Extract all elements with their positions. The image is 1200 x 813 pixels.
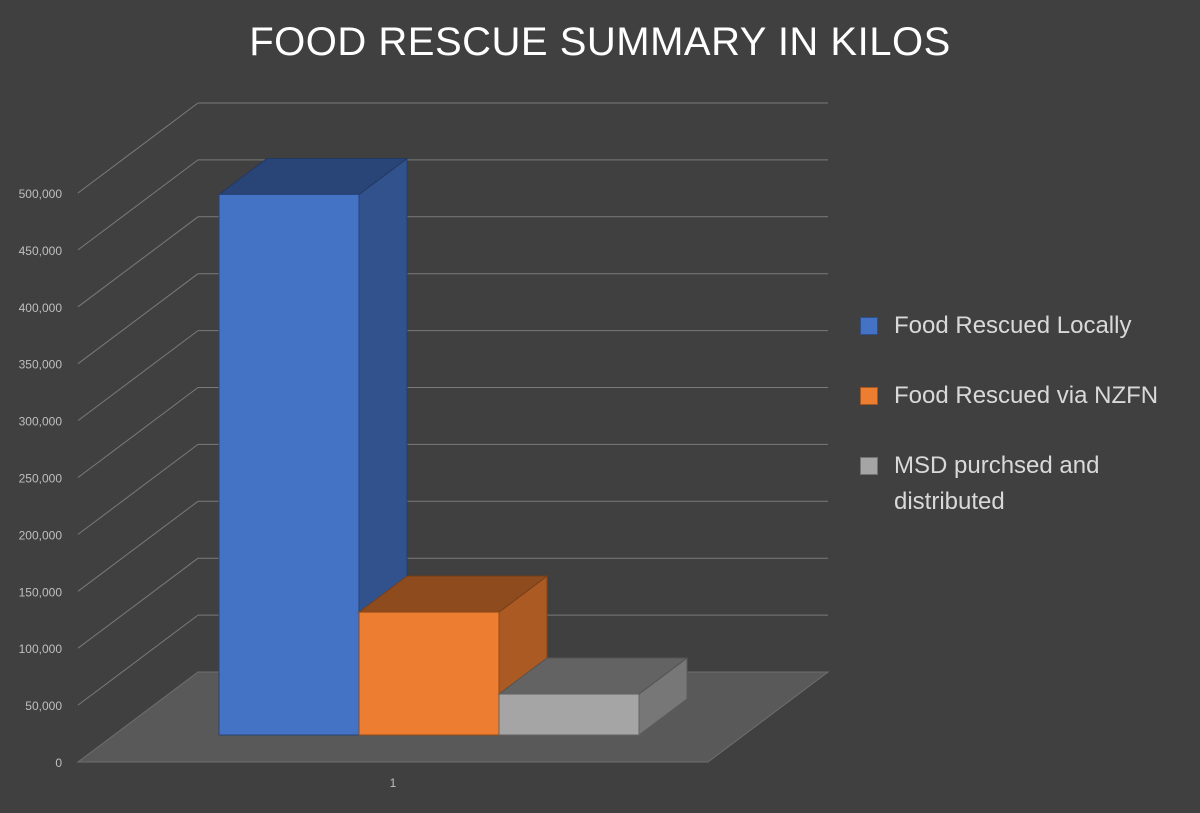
x-tick-label: 1 bbox=[390, 776, 397, 790]
y-tick-label: 150,000 bbox=[19, 585, 63, 599]
gridline-diagonal bbox=[77, 159, 199, 251]
gridline-diagonal bbox=[77, 102, 199, 194]
bar-front-1 bbox=[358, 611, 500, 736]
legend-label-locally: Food Rescued Locally bbox=[894, 312, 1132, 339]
legend-swatch-msd bbox=[860, 457, 878, 475]
legend-label-nzfn: Food Rescued via NZFN bbox=[894, 382, 1159, 409]
legend-label-msd: MSD purchsed and distributed bbox=[894, 452, 1100, 515]
gridline-diagonal bbox=[77, 500, 199, 592]
y-tick-label: 0 bbox=[55, 756, 62, 770]
bar-front-0 bbox=[218, 193, 360, 736]
legend-item-locally: Food Rescued Locally bbox=[860, 310, 1180, 344]
gridline-diagonal bbox=[77, 330, 199, 422]
legend-item-nzfn: Food Rescued via NZFN bbox=[860, 380, 1180, 414]
y-tick-label: 100,000 bbox=[19, 642, 63, 656]
gridline-diagonal bbox=[77, 557, 199, 649]
gridline-diagonal bbox=[77, 216, 199, 308]
legend-item-msd: MSD purchsed and distributed bbox=[860, 450, 1180, 520]
y-tick-label: 300,000 bbox=[19, 415, 63, 429]
y-tick-label: 350,000 bbox=[19, 358, 63, 372]
legend-swatch-nzfn bbox=[860, 387, 878, 405]
gridline-diagonal bbox=[77, 614, 199, 706]
gridline-diagonal bbox=[77, 387, 199, 478]
chart-title: FOOD RESCUE SUMMARY IN KILOS bbox=[249, 20, 951, 64]
y-tick-label: 450,000 bbox=[19, 244, 63, 258]
gridline-diagonal bbox=[77, 443, 199, 535]
y-tick-label: 200,000 bbox=[19, 528, 63, 542]
gridline-diagonal bbox=[77, 273, 199, 365]
chart-legend: Food Rescued Locally Food Rescued via NZ… bbox=[860, 310, 1180, 556]
y-tick-label: 500,000 bbox=[19, 187, 63, 201]
y-tick-label: 50,000 bbox=[25, 699, 62, 713]
y-tick-label: 400,000 bbox=[19, 301, 63, 315]
y-tick-label: 250,000 bbox=[19, 472, 63, 486]
legend-swatch-locally bbox=[860, 317, 878, 335]
bar-front-2 bbox=[498, 693, 640, 736]
